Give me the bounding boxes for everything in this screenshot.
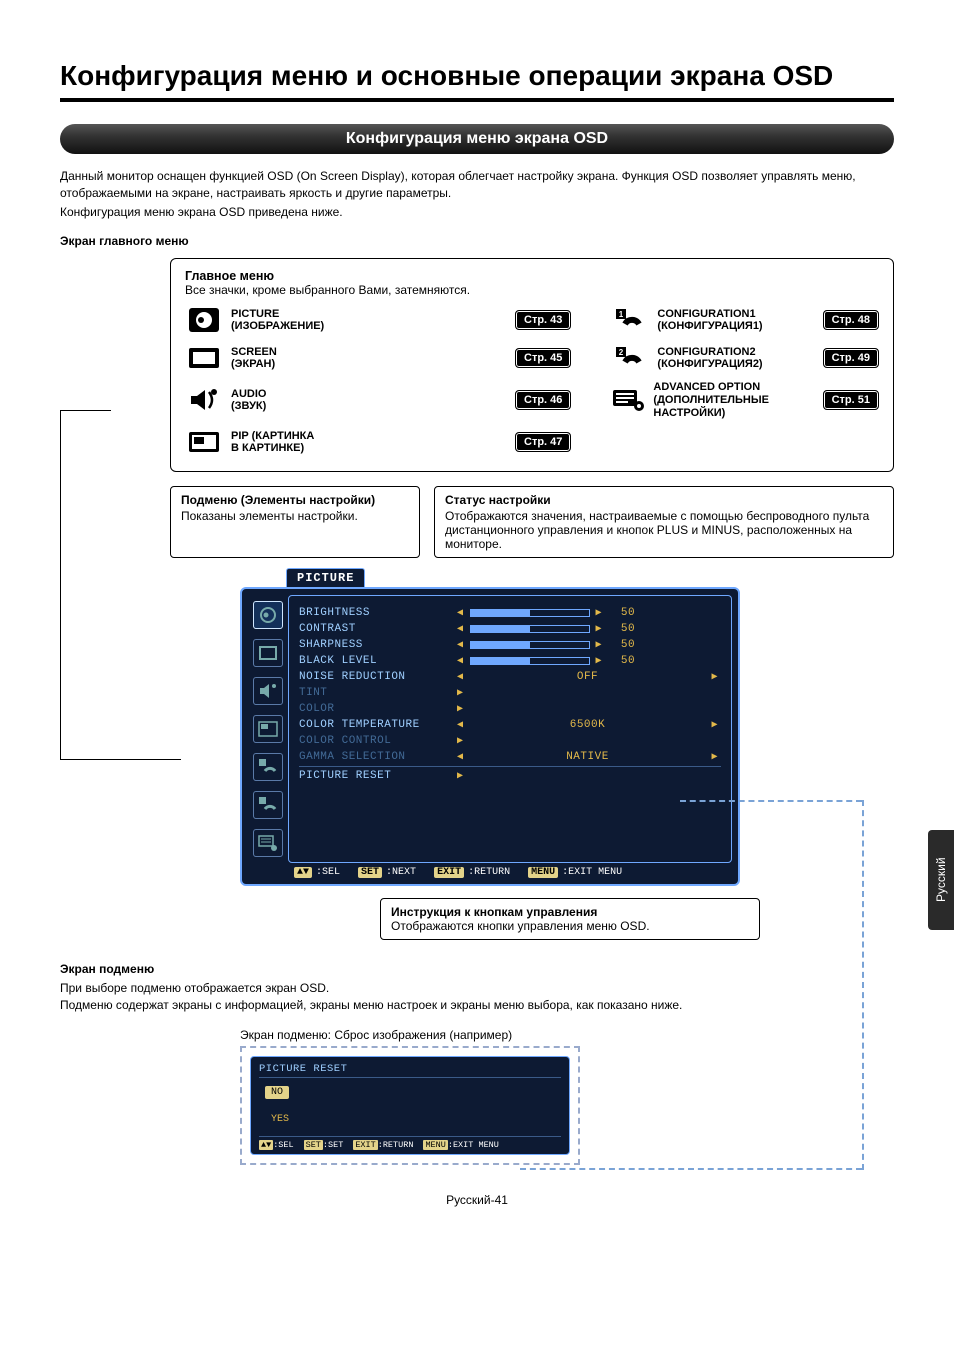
status-callout: Статус настройки Отображаются значения, …: [434, 486, 894, 558]
page-pill: Стр. 46: [515, 390, 571, 410]
title-rule: [60, 98, 894, 102]
intro-text: Данный монитор оснащен функцией OSD (On …: [60, 168, 894, 220]
adv-icon: [611, 385, 645, 415]
mainmenu-box: Главное меню Все значки, кроме выбранног…: [170, 258, 894, 472]
section-banner: Конфигурация меню экрана OSD: [60, 124, 894, 154]
page-footer: Русский-41: [60, 1193, 894, 1207]
dashed-connector: [680, 800, 862, 802]
mm-label: PIP (КАРТИНКА: [231, 430, 314, 443]
pip-icon: [185, 427, 223, 457]
osd-line: TINT▶: [299, 686, 721, 700]
page-pill: Стр. 45: [515, 348, 571, 368]
osd2-foot-item: ▲▼:SEL: [259, 1140, 294, 1150]
osd2-caption: Экран подменю: Сброс изображения (наприм…: [240, 1028, 894, 1042]
osd-side-icon-picture: [253, 601, 283, 629]
sub-callouts: Подменю (Элементы настройки) Показаны эл…: [170, 486, 894, 558]
page-title: Конфигурация меню и основные операции эк…: [60, 60, 894, 92]
conf2-icon: 2: [611, 343, 649, 373]
instruction-callout: Инструкция к кнопкам управления Отобража…: [380, 898, 760, 940]
osd-tab: PICTURE: [286, 568, 365, 587]
mainmenu-sub: Все значки, кроме выбранного Вами, затем…: [185, 283, 879, 297]
mm-label: SCREEN: [231, 346, 277, 359]
language-tab: Русский: [928, 830, 954, 930]
osd2-foot-item: MENU:EXIT MENU: [423, 1140, 498, 1150]
submenu-p1: При выборе подменю отображается экран OS…: [60, 980, 894, 997]
main-caption: Экран главного меню: [60, 234, 894, 248]
mm-label: AUDIO: [231, 388, 266, 401]
screen-icon: [185, 343, 223, 373]
osd-foot-item: SET:NEXT: [358, 867, 416, 878]
callout-title: Инструкция к кнопкам управления: [391, 905, 749, 919]
callout-body: Отображаются кнопки управления меню OSD.: [391, 919, 749, 933]
osd-line: NOISE REDUCTION◀OFF▶: [299, 670, 721, 684]
osd-line: SHARPNESS◀▶50: [299, 638, 721, 652]
page-pill: Стр. 49: [823, 348, 879, 368]
callout-title: Статус настройки: [445, 493, 883, 507]
osd-line: COLOR▶: [299, 702, 721, 716]
osd-foot-item: EXIT:RETURN: [434, 867, 510, 878]
osd2-title: PICTURE RESET: [259, 1063, 561, 1078]
osd-sidebar: [248, 595, 288, 863]
osd2-footer: ▲▼:SEL SET:SET EXIT:RETURN MENU:EXIT MENU: [259, 1136, 561, 1150]
osd2-foot-item: EXIT:RETURN: [353, 1140, 413, 1150]
mm-label: CONFIGURATION1: [657, 308, 762, 321]
conf1-icon: 1: [611, 305, 649, 335]
osd-foot-item: ▲▼:SEL: [294, 867, 340, 878]
submenu-p2: Подменю содержат экраны с информацией, э…: [60, 997, 894, 1014]
osd2: PICTURE RESET NO YES ▲▼:SEL SET:SET EXIT:RE…: [250, 1056, 570, 1155]
connector-line: [60, 410, 61, 760]
mainmenu-grid: PICTURE(ИЗОБРАЖЕНИЕ) Стр. 43 1 CONFIGURA…: [185, 305, 879, 457]
svg-text:1: 1: [619, 310, 624, 319]
callout-body: Показаны элементы настройки.: [181, 509, 409, 523]
mm-label: (ИЗОБРАЖЕНИЕ): [231, 320, 324, 333]
submenu-callout: Подменю (Элементы настройки) Показаны эл…: [170, 486, 420, 558]
osd2-option: NO: [265, 1086, 289, 1099]
osd-line: GAMMA SELECTION◀NATIVE▶: [299, 750, 721, 764]
mm-label: (ЗВУК): [231, 400, 266, 413]
osd2-option: YES: [265, 1113, 295, 1126]
page-pill: Стр. 48: [823, 310, 879, 330]
osd2-wrap: PICTURE RESET NO YES ▲▼:SEL SET:SET EXIT:RE…: [240, 1046, 580, 1165]
osd-screenshot: PICTURE BRIGHTNESS◀▶50 CONTRAST◀▶50 SHARPN…: [240, 568, 894, 886]
osd-line: BLACK LEVEL◀▶50: [299, 654, 721, 668]
osd-line: COLOR TEMPERATURE◀6500K▶: [299, 718, 721, 732]
mainmenu-title: Главное меню: [185, 269, 879, 283]
osd-line: COLOR CONTROL▶: [299, 734, 721, 748]
osd-side-icon-audio: [253, 677, 283, 705]
callout-title: Подменю (Элементы настройки): [181, 493, 409, 507]
osd-side-icon-conf2: [253, 791, 283, 819]
osd-side-icon-adv: [253, 829, 283, 857]
svg-text:2: 2: [619, 348, 624, 357]
osd-main: BRIGHTNESS◀▶50 CONTRAST◀▶50 SHARPNESS◀▶50 B…: [288, 595, 732, 863]
osd-line: BRIGHTNESS◀▶50: [299, 606, 721, 620]
osd-footer: ▲▼:SEL SET:NEXT EXIT:RETURN MENU:EXIT MENU: [248, 863, 732, 878]
picture-icon: [185, 305, 223, 335]
osd-side-icon-screen: [253, 639, 283, 667]
callout-body: Отображаются значения, настраиваемые с п…: [445, 509, 883, 551]
osd2-foot-item: SET:SET: [304, 1140, 344, 1150]
page-pill: Стр. 43: [515, 310, 571, 330]
mm-label: (ДОПОЛНИТЕЛЬНЫЕ НАСТРОЙКИ): [653, 394, 812, 419]
page-pill: Стр. 51: [823, 390, 879, 410]
page-pill: Стр. 47: [515, 432, 571, 452]
audio-icon: [185, 385, 223, 415]
submenu-cap: Экран подменю: [60, 962, 894, 976]
intro-p2: Конфигурация меню экрана OSD приведена н…: [60, 204, 894, 221]
mm-label: CONFIGURATION2: [657, 346, 762, 359]
mm-label: (КОНФИГУРАЦИЯ2): [657, 358, 762, 371]
osd-line: PICTURE RESET▶: [299, 769, 721, 783]
mm-label: PICTURE: [231, 308, 324, 321]
mm-label: (КОНФИГУРАЦИЯ1): [657, 320, 762, 333]
osd-side-icon-pip: [253, 715, 283, 743]
intro-p1: Данный монитор оснащен функцией OSD (On …: [60, 168, 894, 202]
mm-label: ADVANCED OPTION: [653, 381, 812, 394]
mm-label: (ЭКРАН): [231, 358, 277, 371]
dashed-connector: [520, 1168, 862, 1170]
mm-label: В КАРТИНКЕ): [231, 442, 314, 455]
osd-foot-item: MENU:EXIT MENU: [528, 867, 622, 878]
osd-side-icon-conf1: [253, 753, 283, 781]
osd-line: CONTRAST◀▶50: [299, 622, 721, 636]
dashed-connector: [862, 800, 864, 1170]
